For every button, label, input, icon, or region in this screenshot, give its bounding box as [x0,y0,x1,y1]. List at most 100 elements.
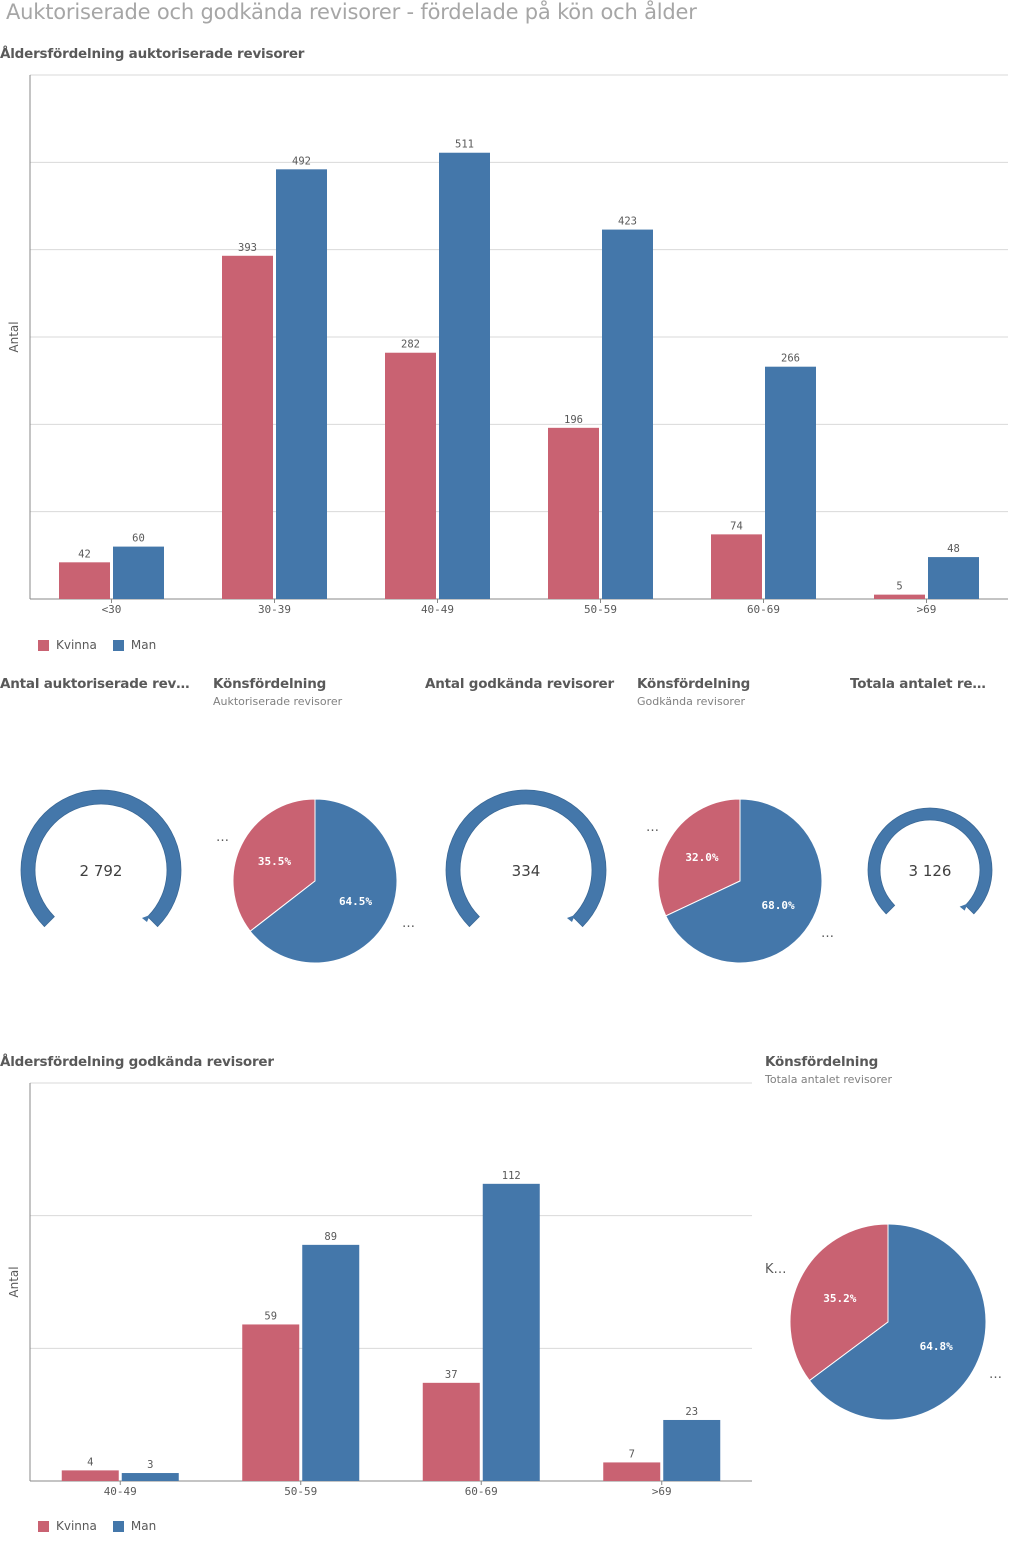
gauge-godkanda[interactable]: 334 [425,780,625,960]
x-tick-label: <30 [102,603,122,616]
gauge-value: 2 792 [80,862,123,880]
chart2-title: Åldersfördelning godkända revisorer [0,1054,274,1070]
gauge-totala[interactable]: 3 126 [850,800,1010,940]
x-tick-label: >69 [652,1485,672,1498]
x-tick-label: 40-49 [104,1485,137,1498]
pie-label-man: 64.8% [920,1340,953,1353]
bar-man [928,557,979,599]
data-label: 4 [87,1456,93,1468]
data-label: 60 [132,533,145,545]
pie3-label-overflow: … [989,1367,1002,1382]
gauge-auktoriserade[interactable]: 2 792 [0,780,200,960]
data-label: 48 [947,543,960,555]
pie3-subtitle: Totala antalet revisorer [765,1073,892,1086]
x-tick-label: 30-39 [258,603,291,616]
legend-label-man: Man [130,638,157,652]
data-label: 196 [564,414,583,426]
pie-slice-kvinna [789,1223,889,1382]
bar-kvinna [59,562,110,599]
legend-item-man[interactable]: Man [112,1519,157,1533]
legend-item-kvinna[interactable]: Kvinna [38,1519,97,1533]
data-label: 112 [502,1170,521,1182]
legend-item-man[interactable]: Man [112,638,157,652]
pie-label-kvinna: 32.0% [685,851,718,864]
x-tick-label: 60-69 [747,603,780,616]
pie-slice-kvinna [657,798,741,917]
page-title: Auktoriserade och godkända revisorer - f… [6,0,697,24]
legend-label-kvinna: Kvinna [56,1519,97,1533]
data-label: 393 [238,242,257,254]
data-label: 59 [264,1310,277,1322]
bar-man [765,366,816,599]
kpi3-title: Totala antalet re… [850,676,986,692]
pie-slice-man [665,798,823,964]
pie3-title: Könsfördelning [765,1054,879,1070]
data-label: 37 [445,1369,458,1381]
pie-slice-man [808,1223,987,1421]
x-tick-label: 40-49 [421,603,454,616]
bar-kvinna [61,1470,119,1481]
bar-kvinna [422,1382,480,1481]
legend-swatch-man [112,639,124,651]
gauge-needle-marker [141,914,150,922]
pie-label-man: 68.0% [762,899,795,912]
gauge-value: 3 126 [909,862,952,880]
bar-man [121,1473,179,1481]
data-label: 266 [781,353,800,365]
data-label: 492 [292,155,311,167]
bar-kvinna [385,352,436,599]
gauge-needle-marker [566,914,575,922]
data-label: 423 [618,216,637,228]
data-label: 23 [685,1406,698,1418]
data-label: 42 [78,548,91,560]
gauge-arc [867,807,993,915]
data-label: 3 [147,1459,153,1471]
pie2-more-indicator[interactable]: … [646,820,659,835]
x-tick-label: 50-59 [584,603,617,616]
bar-man [113,546,164,599]
bar-kvinna [874,594,925,599]
bar-man [602,229,653,599]
pie-slice-man [249,798,398,964]
bar-chart-auktoriserade[interactable]: Antal <30 42 60 30-39 393 492 40-49 282 511 50-59 1… [0,70,1012,630]
legend-swatch-man [112,1520,124,1532]
legend-item-kvinna[interactable]: Kvinna [38,638,97,652]
x-tick-label: >69 [917,603,937,616]
pie-chart-auktoriserade[interactable]: 35.5% 64.5% [213,780,425,980]
data-label: 282 [401,339,420,351]
pie-chart-totala[interactable]: 35.2% 64.8% [765,1205,1005,1435]
bar-chart-godkanda[interactable]: Antal 40-49 4 3 50-59 59 89 60-69 37 112 >69 7 23 [0,1075,760,1505]
pie1-subtitle: Auktoriserade revisorer [213,695,343,708]
y-axis-label: Antal [7,1266,21,1297]
kpi1-title: Antal auktoriserade rev… [0,676,190,692]
bar-man [663,1419,721,1481]
bar-kvinna [548,427,599,599]
data-label: 5 [896,581,902,593]
x-tick-label: 60-69 [465,1485,498,1498]
bar-kvinna [603,1462,661,1481]
pie2-subtitle: Godkända revisorer [637,695,745,708]
bar-man [439,152,490,599]
bar-kvinna [242,1324,300,1481]
kpi2-title: Antal godkända revisorer [425,676,614,692]
legend-label-man: Man [130,1519,157,1533]
chart2-legend: Kvinna Man [38,1519,166,1533]
bar-man [276,169,327,599]
gauge-needle-marker [959,903,968,911]
data-label: 7 [629,1448,635,1460]
x-tick-label: 50-59 [284,1485,317,1498]
y-axis-label: Antal [7,321,21,352]
chart1-title: Åldersfördelning auktoriserade revisorer [0,46,305,62]
pie-label-kvinna: 35.2% [823,1292,856,1305]
pie1-title: Könsfördelning [213,676,327,692]
legend-label-kvinna: Kvinna [56,638,97,652]
gauge-arc [445,789,607,928]
data-label: 89 [324,1231,337,1243]
bar-kvinna [222,255,273,599]
pie-label-kvinna: 35.5% [258,855,291,868]
bar-man [482,1183,540,1481]
gauge-arc [20,789,182,928]
pie1-label-overflow: … [402,916,415,931]
pie-chart-godkanda[interactable]: 32.0% 68.0% [637,780,849,980]
pie1-more-indicator[interactable]: … [216,830,229,845]
